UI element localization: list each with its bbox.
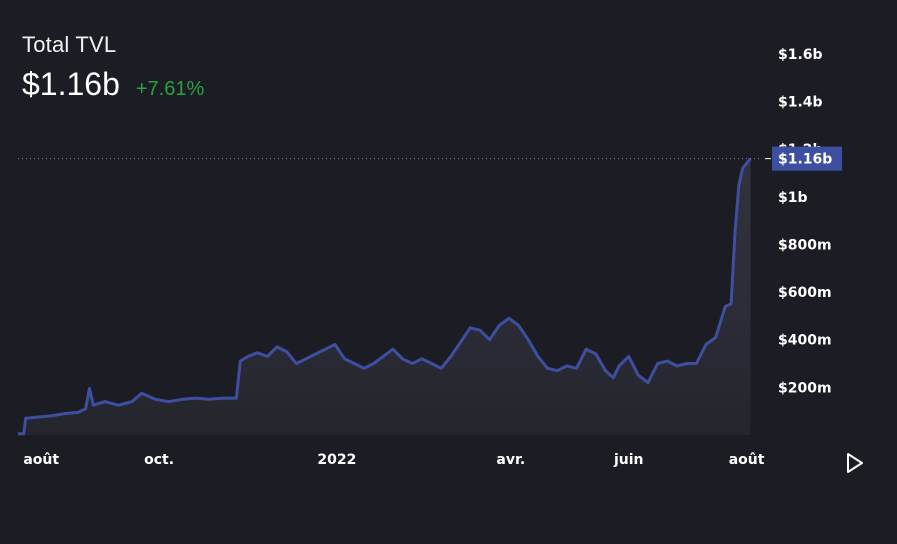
x-tick-label: avr. (496, 452, 525, 468)
y-tick-label: $800m (778, 237, 832, 253)
tvl-change-percent: +7.61% (135, 78, 205, 100)
tvl-header: Total TVL $1.16b +7.61% (22, 32, 204, 103)
x-tick-label: oct. (144, 452, 174, 468)
x-tick-label: juin (613, 452, 644, 468)
y-tick-label: $200m (778, 380, 832, 396)
play-button[interactable] (845, 452, 865, 474)
current-value-label: $1.16b (778, 152, 832, 168)
x-tick-label: 2022 (317, 452, 356, 468)
play-icon (847, 453, 863, 473)
value-row: $1.16b +7.61% (22, 66, 204, 103)
tvl-value: $1.16b (22, 66, 120, 102)
tvl-series-line (18, 157, 752, 436)
x-tick-label: août (23, 452, 59, 468)
current-value-label-bg (772, 146, 842, 171)
tvl-area-fill (18, 158, 751, 435)
y-tick-label: $1b (778, 190, 808, 206)
y-tick-label: $400m (778, 333, 832, 349)
x-tick-label: août (729, 452, 765, 468)
y-tick-label: $1.4b (778, 94, 823, 110)
y-tick-label: $1.6b (778, 47, 823, 63)
chart-title: Total TVL (22, 32, 117, 57)
y-tick-label: $600m (778, 285, 832, 301)
